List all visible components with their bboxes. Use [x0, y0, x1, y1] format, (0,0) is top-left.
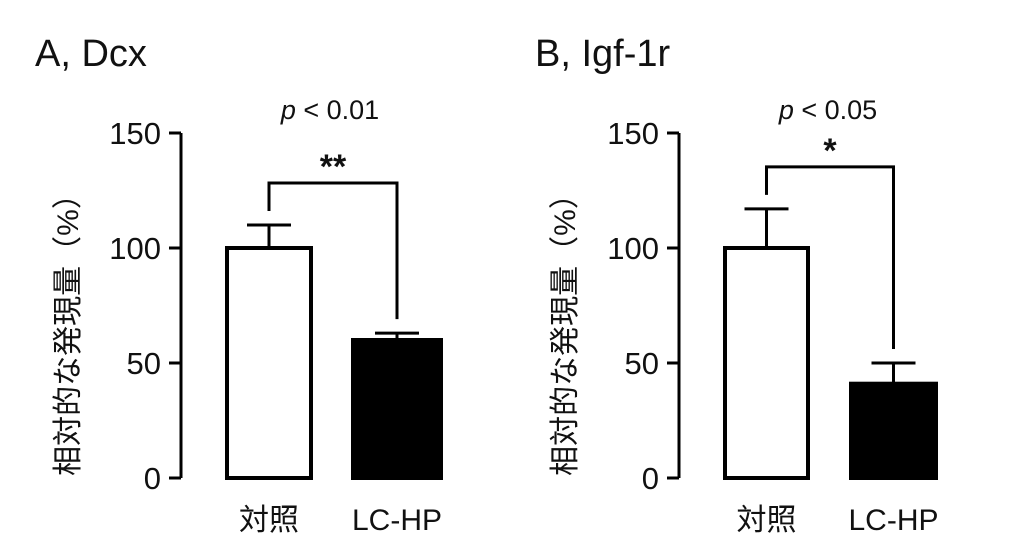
- x-tick-label: 対照: [737, 504, 797, 537]
- panel-label: A,: [35, 33, 81, 75]
- y-tick-label: 0: [144, 461, 161, 496]
- bar: [351, 338, 443, 480]
- p-symbol: p: [280, 95, 296, 125]
- significance-bracket: [765, 165, 895, 349]
- y-tick-label: 50: [127, 346, 161, 381]
- chart-title: B, Igf-1r: [535, 33, 671, 75]
- y-axis-label: 相対的な発現量（%）: [52, 179, 85, 476]
- y-tick-label: 150: [109, 116, 161, 151]
- y-axis-label: 相対的な発現量（%）: [549, 179, 582, 476]
- y-tick-label: 150: [607, 116, 659, 151]
- chart-panel: B, Igf-1r p < 0.05 0 50 100 150 相対的な発現量（%） 対照 LC…: [535, 33, 939, 537]
- y-tick-label: 0: [642, 461, 659, 496]
- significance-stars: **: [320, 148, 347, 186]
- chart-panel: A, Dcx p < 0.01 0 50 100 150 相対的な発現量（%） 対照 LC-HP…: [35, 33, 443, 537]
- bar: [849, 381, 938, 481]
- chart-title: A, Dcx: [35, 33, 147, 75]
- y-tick-label: 50: [625, 346, 659, 381]
- y-tick-label: 100: [109, 231, 161, 266]
- significance-stars: *: [823, 132, 837, 170]
- significance-bracket: [267, 181, 399, 320]
- p-symbol: p: [778, 95, 794, 125]
- x-tick-label: LC-HP: [848, 504, 938, 537]
- p-value-label: p < 0.01: [280, 95, 379, 125]
- x-tick-label: LC-HP: [352, 504, 442, 537]
- x-tick-label: 対照: [239, 504, 299, 537]
- chart-title-text: Igf-1r: [581, 33, 670, 75]
- chart-title-text: Dcx: [81, 33, 146, 75]
- p-value-text: < 0.01: [296, 95, 379, 125]
- y-tick-label: 100: [607, 231, 659, 266]
- bar: [723, 246, 810, 480]
- panel-label: B,: [535, 33, 581, 75]
- bar: [225, 246, 313, 480]
- p-value-label: p < 0.05: [778, 95, 877, 125]
- p-value-text: < 0.05: [794, 95, 877, 125]
